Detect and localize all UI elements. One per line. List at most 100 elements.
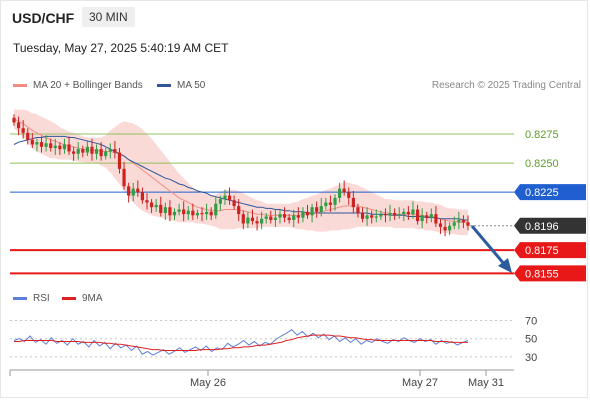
candle-body: [145, 200, 149, 203]
candle-body: [457, 219, 461, 223]
candle-body: [154, 204, 158, 208]
candle-body: [438, 223, 443, 227]
candle-body: [393, 213, 397, 216]
candle-body: [278, 214, 282, 218]
candle-body: [287, 217, 291, 220]
candle-body: [90, 146, 94, 154]
candle-body: [420, 215, 424, 222]
candle-body: [292, 215, 296, 220]
legend-ma20: MA 20 + Bollinger Bands: [13, 80, 143, 91]
rsi-9ma-line: [14, 334, 468, 351]
candle-body: [81, 149, 85, 153]
candle-body: [16, 122, 21, 129]
candle-body: [351, 197, 355, 208]
candle-body: [374, 216, 378, 218]
legend-9ma: 9MA: [62, 293, 103, 304]
ma50-swatch: [157, 84, 171, 87]
level-tag-current: [514, 217, 586, 234]
candle-body: [232, 200, 236, 207]
symbol-title: USD/CHF: [12, 10, 75, 26]
candle-body: [282, 214, 287, 218]
candle-body: [186, 210, 190, 215]
candle-body: [26, 132, 30, 140]
candle-body: [443, 226, 447, 231]
candle-body: [209, 211, 213, 216]
candle-body: [127, 186, 131, 196]
candle-body: [136, 188, 140, 193]
candle-body: [273, 217, 277, 220]
candle-body: [35, 142, 39, 145]
candle-body: [191, 210, 195, 216]
level-label-0.8175: 0.8175: [525, 245, 559, 257]
candle-body: [337, 188, 342, 198]
x-tick-label: May 31: [468, 377, 504, 389]
candle-body: [342, 188, 346, 193]
timeframe-badge[interactable]: 30 MIN: [82, 7, 135, 27]
ma50-line: [13, 135, 468, 221]
research-credit: Research © 2025 Trading Central: [431, 80, 581, 91]
candle-body: [319, 206, 323, 212]
9ma-swatch: [62, 297, 76, 300]
candle-body: [172, 211, 177, 216]
candle-body: [237, 206, 241, 215]
candle-body: [333, 197, 337, 205]
candle-body: [448, 225, 452, 231]
candle-body: [241, 214, 245, 224]
level-tag-support: [514, 242, 586, 259]
candle-body: [49, 143, 53, 148]
candle-body: [305, 211, 310, 216]
candle-body: [415, 209, 420, 222]
candle-body: [383, 214, 388, 216]
candle-body: [411, 209, 415, 215]
legend-rsi: RSI: [13, 293, 50, 304]
candle-body: [264, 216, 268, 219]
candle-body: [324, 202, 328, 207]
candle-body: [397, 214, 401, 216]
candle-body: [360, 213, 365, 219]
candle-body: [310, 207, 314, 216]
x-tick-label: May 27: [402, 377, 438, 389]
candle-body: [223, 195, 227, 200]
level-tag-pivot: [514, 184, 586, 201]
candle-body: [12, 117, 16, 123]
forecast-arrow: [470, 225, 507, 266]
candle-body: [296, 215, 300, 218]
rsi-tick-50: 50: [525, 334, 537, 346]
candle-body: [53, 145, 57, 148]
candle-body: [301, 211, 305, 218]
rsi-swatch: [13, 297, 27, 300]
candle-body: [85, 146, 89, 153]
candle-body: [328, 202, 333, 205]
candle-body: [159, 204, 163, 213]
candle-body: [434, 214, 438, 224]
candle-body: [104, 151, 108, 157]
ma20-swatch: [13, 84, 27, 87]
bollinger-band: [14, 109, 468, 236]
legend-rsi-label: RSI: [33, 293, 50, 304]
candle-body: [140, 192, 145, 201]
candle-body: [205, 211, 209, 215]
level-label-0.8225: 0.8225: [525, 187, 559, 199]
level-label-0.8275: 0.8275: [525, 129, 559, 141]
candle-body: [99, 149, 103, 157]
candle-body: [58, 145, 62, 150]
rsi-tick-30: 30: [525, 352, 537, 364]
candle-body: [44, 143, 48, 147]
rsi-tick-70: 70: [525, 316, 537, 328]
legend-ma20-label: MA 20 + Bollinger Bands: [33, 80, 143, 91]
candle-body: [30, 139, 34, 145]
candle-body: [149, 202, 154, 208]
candle-body: [122, 168, 126, 187]
x-tick-label: May 26: [190, 377, 226, 389]
candle-body: [94, 149, 99, 154]
candle-body: [356, 207, 360, 213]
level-tag-support: [514, 265, 586, 282]
candle-body: [260, 218, 264, 224]
datetime-label: Tuesday, May 27, 2025 5:40:19 AM CET: [13, 41, 229, 55]
candle-body: [218, 199, 222, 204]
candle-body: [406, 211, 410, 215]
forecast-arrow-head: [498, 258, 512, 273]
candle-body: [108, 149, 112, 152]
candle-body: [163, 207, 167, 213]
